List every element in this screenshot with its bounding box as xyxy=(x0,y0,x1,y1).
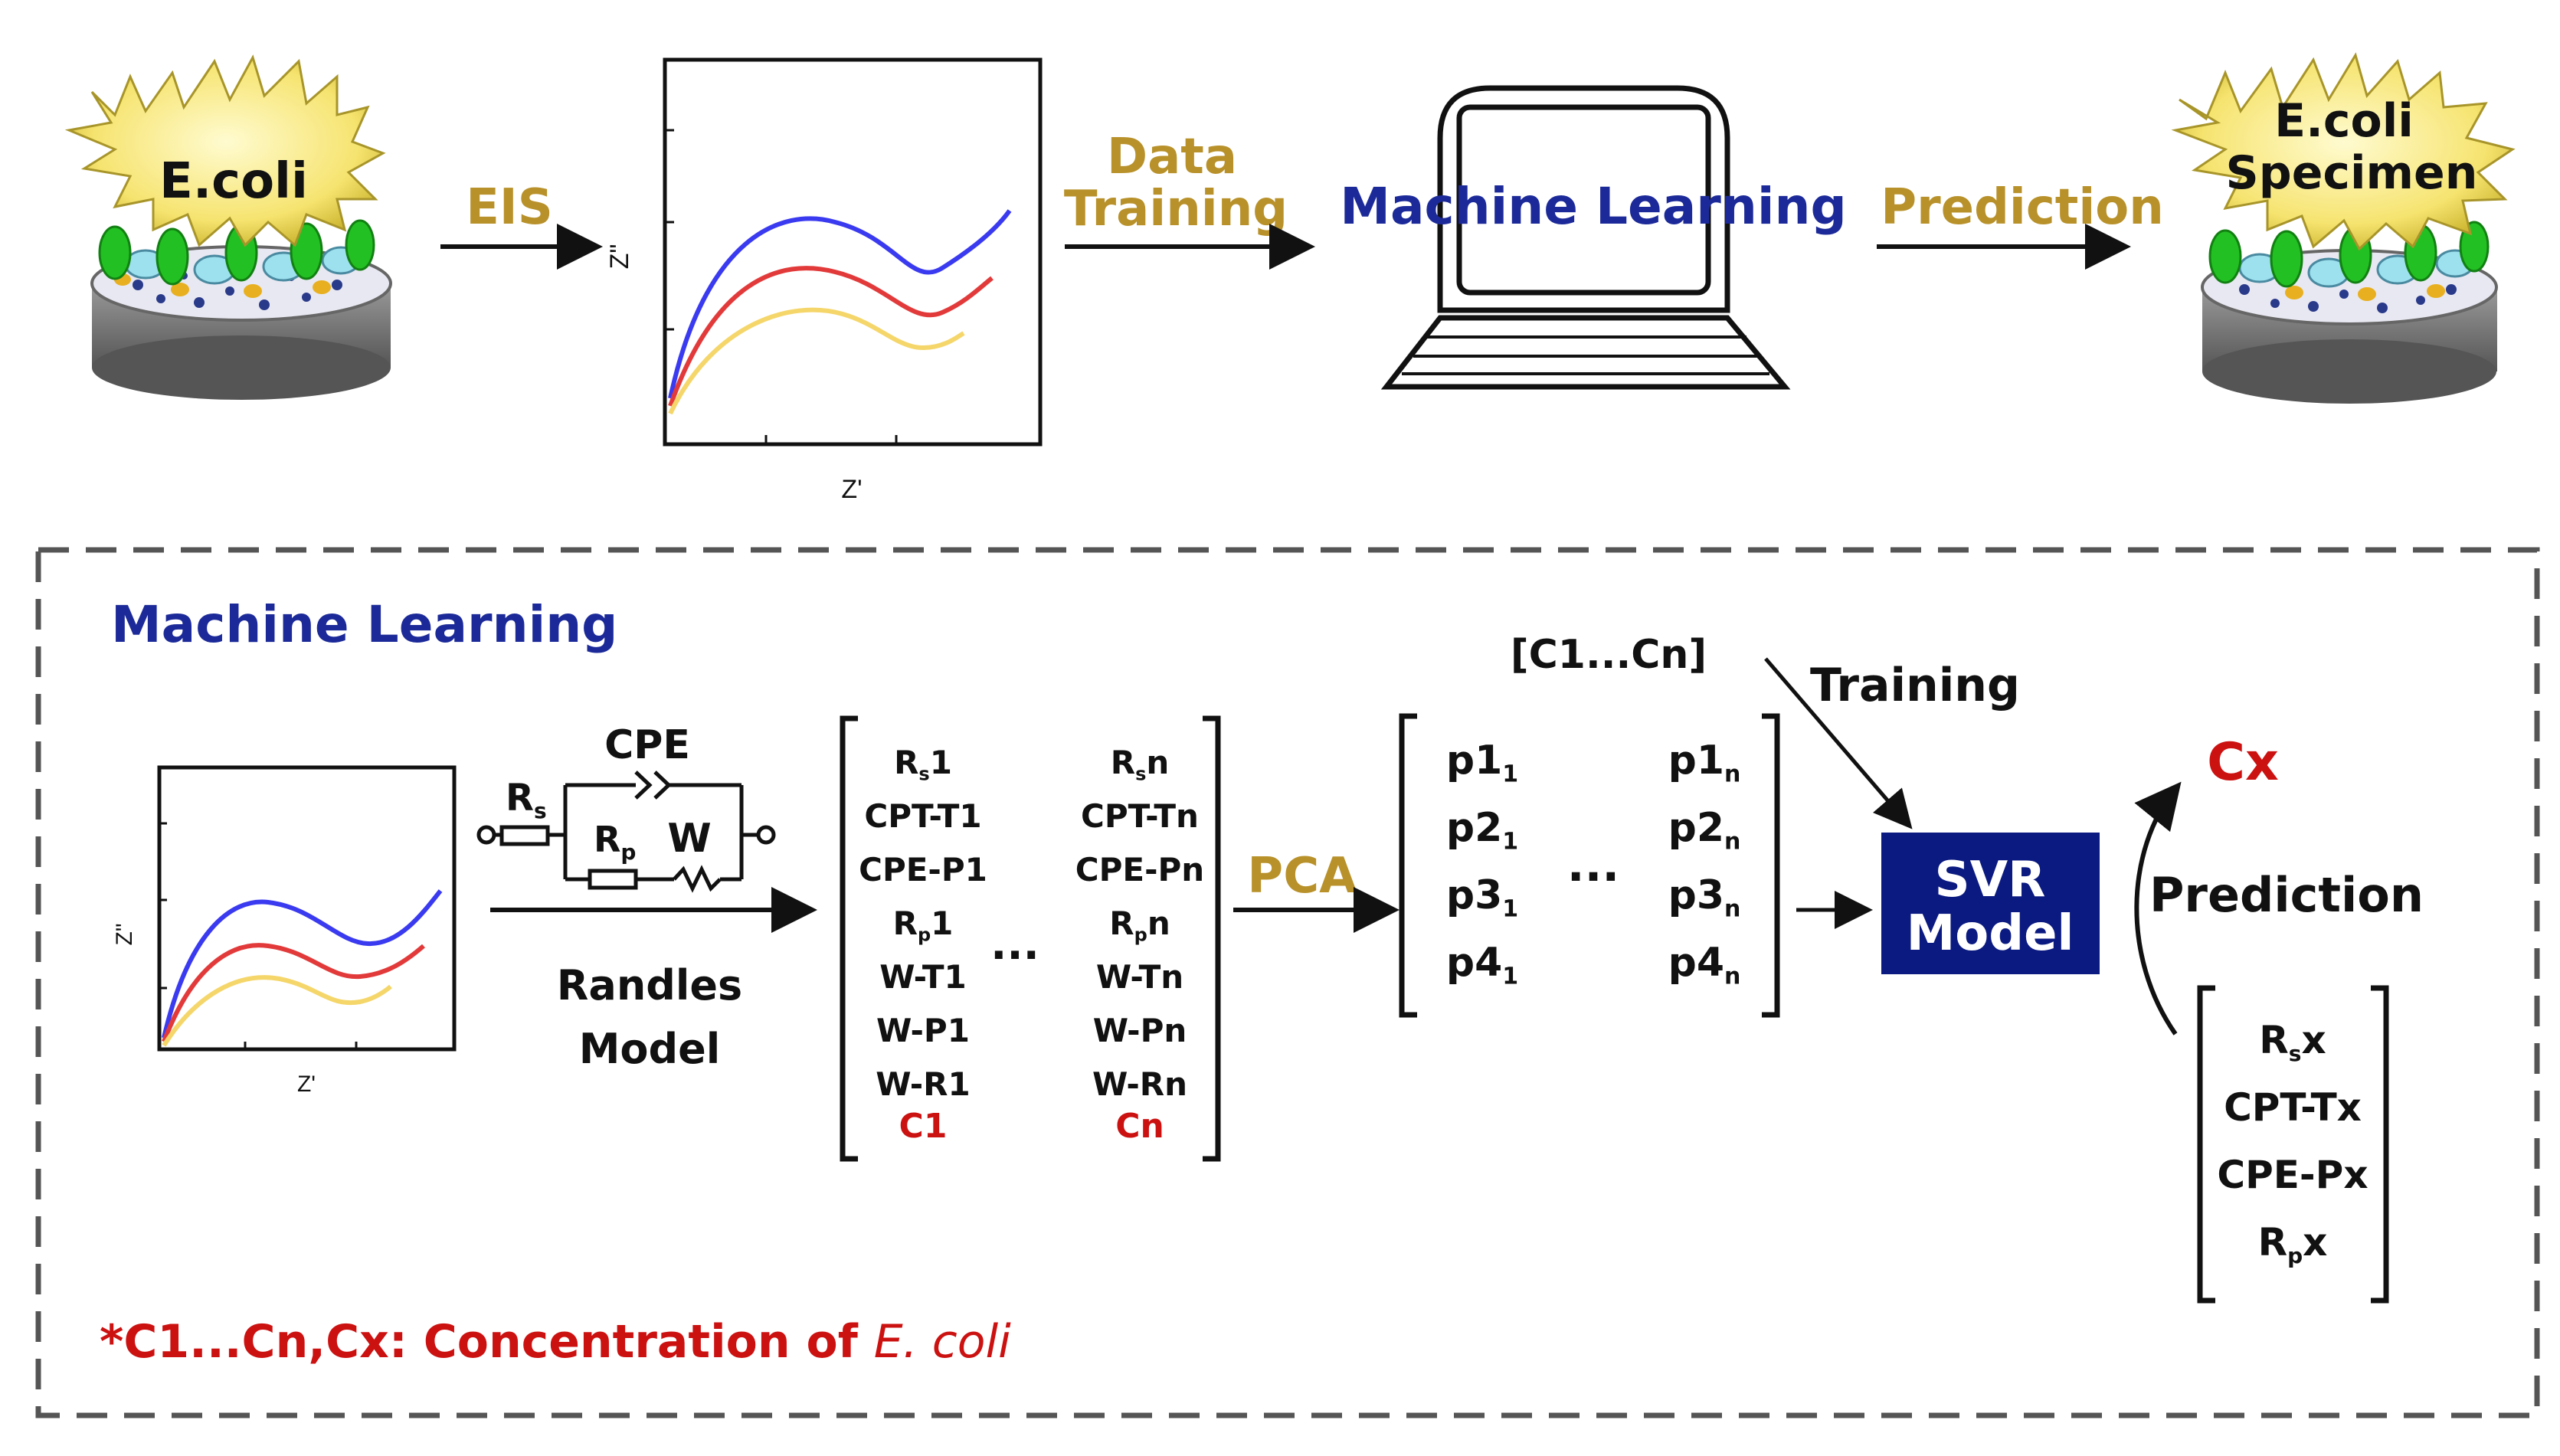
inner-plot-xlabel: Z' xyxy=(297,1072,316,1097)
pc-right-row: p2n xyxy=(1668,805,1741,855)
training-label-top: Training xyxy=(1064,181,1288,237)
inner-plot-ylabel: Z" xyxy=(112,924,137,946)
parameter-matrix-left-column: Rs1 CPT-T1 CPE-P1 Rp1 W-T1 W-P1 W-R1 xyxy=(859,744,987,1103)
matrix-ellipsis: ... xyxy=(990,920,1039,970)
matrix-left-row: W-T1 xyxy=(879,958,967,996)
top-plot-ylabel: Z" xyxy=(605,244,634,270)
laptop-icon xyxy=(1380,85,1791,390)
pc-left-row: p31 xyxy=(1446,872,1518,922)
pc-right-row: p1n xyxy=(1668,738,1741,787)
svr-model-box xyxy=(1881,833,2100,974)
matrix-right-row: W-Rn xyxy=(1092,1065,1187,1103)
pc-right-row: p4n xyxy=(1668,940,1741,990)
matrix-left-row: Rp1 xyxy=(893,905,954,945)
randles-circuit xyxy=(476,771,776,893)
inner-nyquist-plot xyxy=(157,765,457,1052)
training-arrow xyxy=(1764,657,1913,829)
matrix-right-row: CPT-Tn xyxy=(1081,797,1199,835)
prediction-label-top: Prediction xyxy=(1881,179,2164,236)
matrix-left-row: CPE-P1 xyxy=(859,851,987,888)
box-title: Machine Learning xyxy=(111,595,617,654)
pc-right-row: p3n xyxy=(1668,872,1741,922)
pc-matrix-brackets xyxy=(1399,713,1780,1018)
randles-label-line2: Model xyxy=(579,1025,721,1073)
pc-matrix-left-column: p11 p21 p31 p41 xyxy=(1446,738,1518,990)
pc-ellipsis: ... xyxy=(1567,839,1619,892)
matrix-right-row: W-Pn xyxy=(1093,1012,1187,1049)
matrix-right-cn: Cn xyxy=(1115,1107,1164,1146)
cx-label: Cx xyxy=(2207,732,2279,793)
ml-label-top: Machine Learning xyxy=(1340,177,1846,236)
left-ecoli-electrode-illustration xyxy=(64,54,392,400)
circuit-rp-label: Rp xyxy=(594,819,636,865)
data-label: Data xyxy=(1107,129,1237,185)
matrix-left-row: Rs1 xyxy=(894,744,952,784)
specimen-parameter-column: Rsx CPT-Tx CPE-Px Rpx xyxy=(2217,1018,2368,1268)
pc-left-row: p11 xyxy=(1446,738,1518,787)
pc-matrix-right-column: p1n p2n p3n p4n xyxy=(1668,738,1741,990)
specimen-parameter-row: CPT-Tx xyxy=(2224,1085,2362,1130)
right-ecoli-label-line2: Specimen xyxy=(2226,146,2478,200)
pc-left-row: p41 xyxy=(1446,940,1518,990)
specimen-parameter-row: Rpx xyxy=(2258,1220,2328,1268)
pc-left-row: p21 xyxy=(1446,805,1518,855)
svr-label-line2: Model xyxy=(1907,905,2074,962)
left-ecoli-label: E.coli xyxy=(159,153,308,210)
prediction-curve-arrow xyxy=(2134,781,2182,1036)
matrix-right-row: Rsn xyxy=(1111,744,1170,784)
svr-label-line1: SVR xyxy=(1935,852,2046,908)
top-nyquist-plot xyxy=(663,57,1043,447)
parameter-matrix-right-column: Rsn CPT-Tn CPE-Pn Rpn W-Tn W-Pn W-Rn xyxy=(1075,744,1204,1103)
prediction-label-box: Prediction xyxy=(2149,867,2424,923)
top-plot-xlabel: Z' xyxy=(841,475,862,504)
right-ecoli-label-line1: E.coli xyxy=(2274,94,2414,148)
matrix-right-row: Rpn xyxy=(1109,905,1170,945)
matrix-left-row: CPT-T1 xyxy=(864,797,981,835)
ml-detail-dashed-box xyxy=(35,547,2540,1418)
specimen-parameter-brackets xyxy=(2197,985,2389,1304)
specimen-parameter-row: Rsx xyxy=(2259,1018,2326,1066)
circuit-rs-label: Rs xyxy=(506,777,547,823)
randles-label-line1: Randles xyxy=(557,961,742,1009)
concentration-range-label: [C1...Cn] xyxy=(1511,632,1707,678)
right-ecoli-electrode-illustration xyxy=(2171,52,2516,404)
matrix-left-row: W-R1 xyxy=(876,1065,970,1103)
parameter-matrix-brackets xyxy=(840,715,1221,1162)
circuit-w-label: W xyxy=(667,816,711,862)
matrix-left-row: W-P1 xyxy=(876,1012,970,1049)
eis-label: EIS xyxy=(466,179,553,236)
footnote: *C1...Cn,Cx: Concentration of E. coli xyxy=(100,1315,1011,1369)
matrix-right-row: CPE-Pn xyxy=(1075,851,1204,888)
training-label-box: Training xyxy=(1810,659,2020,712)
specimen-parameter-row: CPE-Px xyxy=(2217,1153,2368,1197)
matrix-left-c1: C1 xyxy=(899,1107,948,1146)
circuit-cpe-label: CPE xyxy=(604,722,690,768)
pca-label: PCA xyxy=(1247,848,1357,905)
matrix-right-row: W-Tn xyxy=(1096,958,1183,996)
